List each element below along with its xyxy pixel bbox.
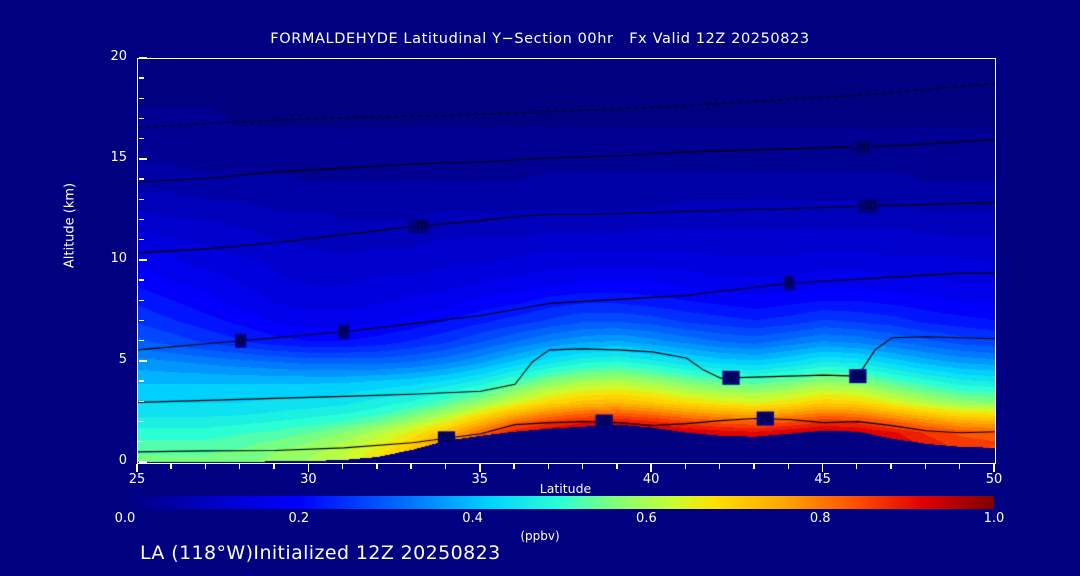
x-tick-minor	[890, 463, 892, 469]
x-tick-minor	[273, 463, 275, 469]
x-tick-minor	[787, 463, 789, 469]
x-tick-minor	[170, 463, 172, 469]
y-tick-minor	[138, 178, 144, 180]
x-axis-label: Latitude	[539, 481, 592, 496]
heatmap-canvas	[138, 59, 995, 463]
x-tick-minor	[341, 463, 344, 469]
y-tick-label: 0	[118, 453, 127, 468]
x-tick-minor	[924, 463, 927, 469]
x-tick-label: 45	[814, 472, 831, 487]
x-tick-major	[307, 463, 310, 472]
y-tick-minor	[138, 77, 144, 79]
x-tick-major	[479, 463, 481, 472]
y-tick-minor	[138, 299, 144, 301]
x-tick-minor	[856, 463, 858, 469]
colorbar-tick-label: 1.0	[983, 511, 1005, 526]
y-tick-major	[138, 259, 147, 261]
x-tick-label: 35	[471, 472, 489, 487]
y-tick-minor	[138, 319, 144, 322]
x-tick-minor	[239, 463, 241, 469]
footer-label: LA (118°W)Initialized 12Z 20250823	[140, 542, 501, 564]
x-tick-major	[821, 463, 824, 472]
x-tick-label: 30	[300, 472, 317, 487]
plot-area	[137, 58, 996, 464]
colorbar-units-label: (ppbv)	[520, 529, 560, 543]
x-tick-major	[993, 463, 995, 472]
x-tick-major	[650, 463, 652, 472]
colorbar-tick-label: 0.0	[114, 511, 136, 526]
y-tick-label: 5	[118, 352, 127, 367]
y-tick-minor	[138, 420, 144, 423]
y-tick-minor	[138, 117, 144, 120]
x-tick-minor	[376, 463, 378, 469]
x-tick-minor	[753, 463, 755, 469]
chart-title: FORMALDEHYDE Latitudinal Y−Section 00hr …	[270, 31, 810, 47]
y-tick-minor	[138, 218, 144, 221]
y-tick-label: 15	[110, 150, 127, 165]
y-tick-minor	[138, 239, 144, 241]
x-tick-minor	[958, 463, 961, 469]
y-tick-major	[138, 360, 147, 362]
x-tick-minor	[513, 463, 515, 469]
x-tick-minor	[581, 463, 584, 469]
y-axis-label: Altitude (km)	[62, 182, 78, 269]
colorbar-tick-label: 0.6	[636, 511, 657, 526]
y-tick-minor	[138, 400, 144, 402]
y-tick-minor	[138, 380, 144, 382]
y-tick-label: 20	[110, 49, 127, 64]
colorbar-gradient	[125, 496, 994, 509]
y-tick-minor	[138, 340, 144, 342]
y-tick-minor	[138, 198, 144, 200]
colorbar-tick-label: 0.8	[809, 511, 831, 526]
x-tick-major	[136, 463, 138, 472]
x-tick-minor	[204, 463, 207, 469]
y-tick-minor	[138, 441, 144, 443]
x-tick-minor	[410, 463, 412, 469]
colorbar	[125, 496, 994, 509]
x-tick-minor	[547, 463, 549, 469]
x-tick-label: 40	[642, 472, 660, 487]
colorbar-tick-label: 0.2	[288, 511, 310, 526]
y-tick-minor	[138, 97, 144, 99]
x-tick-minor	[616, 463, 618, 469]
x-tick-label: 25	[128, 472, 146, 487]
y-tick-label: 10	[110, 251, 127, 266]
x-tick-minor	[444, 463, 447, 469]
y-tick-major	[138, 461, 147, 463]
x-tick-minor	[718, 463, 721, 469]
y-tick-major	[138, 57, 147, 59]
x-tick-minor	[684, 463, 687, 469]
x-tick-label: 50	[985, 472, 1003, 487]
y-tick-minor	[138, 279, 144, 281]
y-tick-major	[138, 158, 147, 160]
y-tick-minor	[138, 138, 144, 140]
colorbar-tick-label: 0.4	[462, 511, 483, 526]
